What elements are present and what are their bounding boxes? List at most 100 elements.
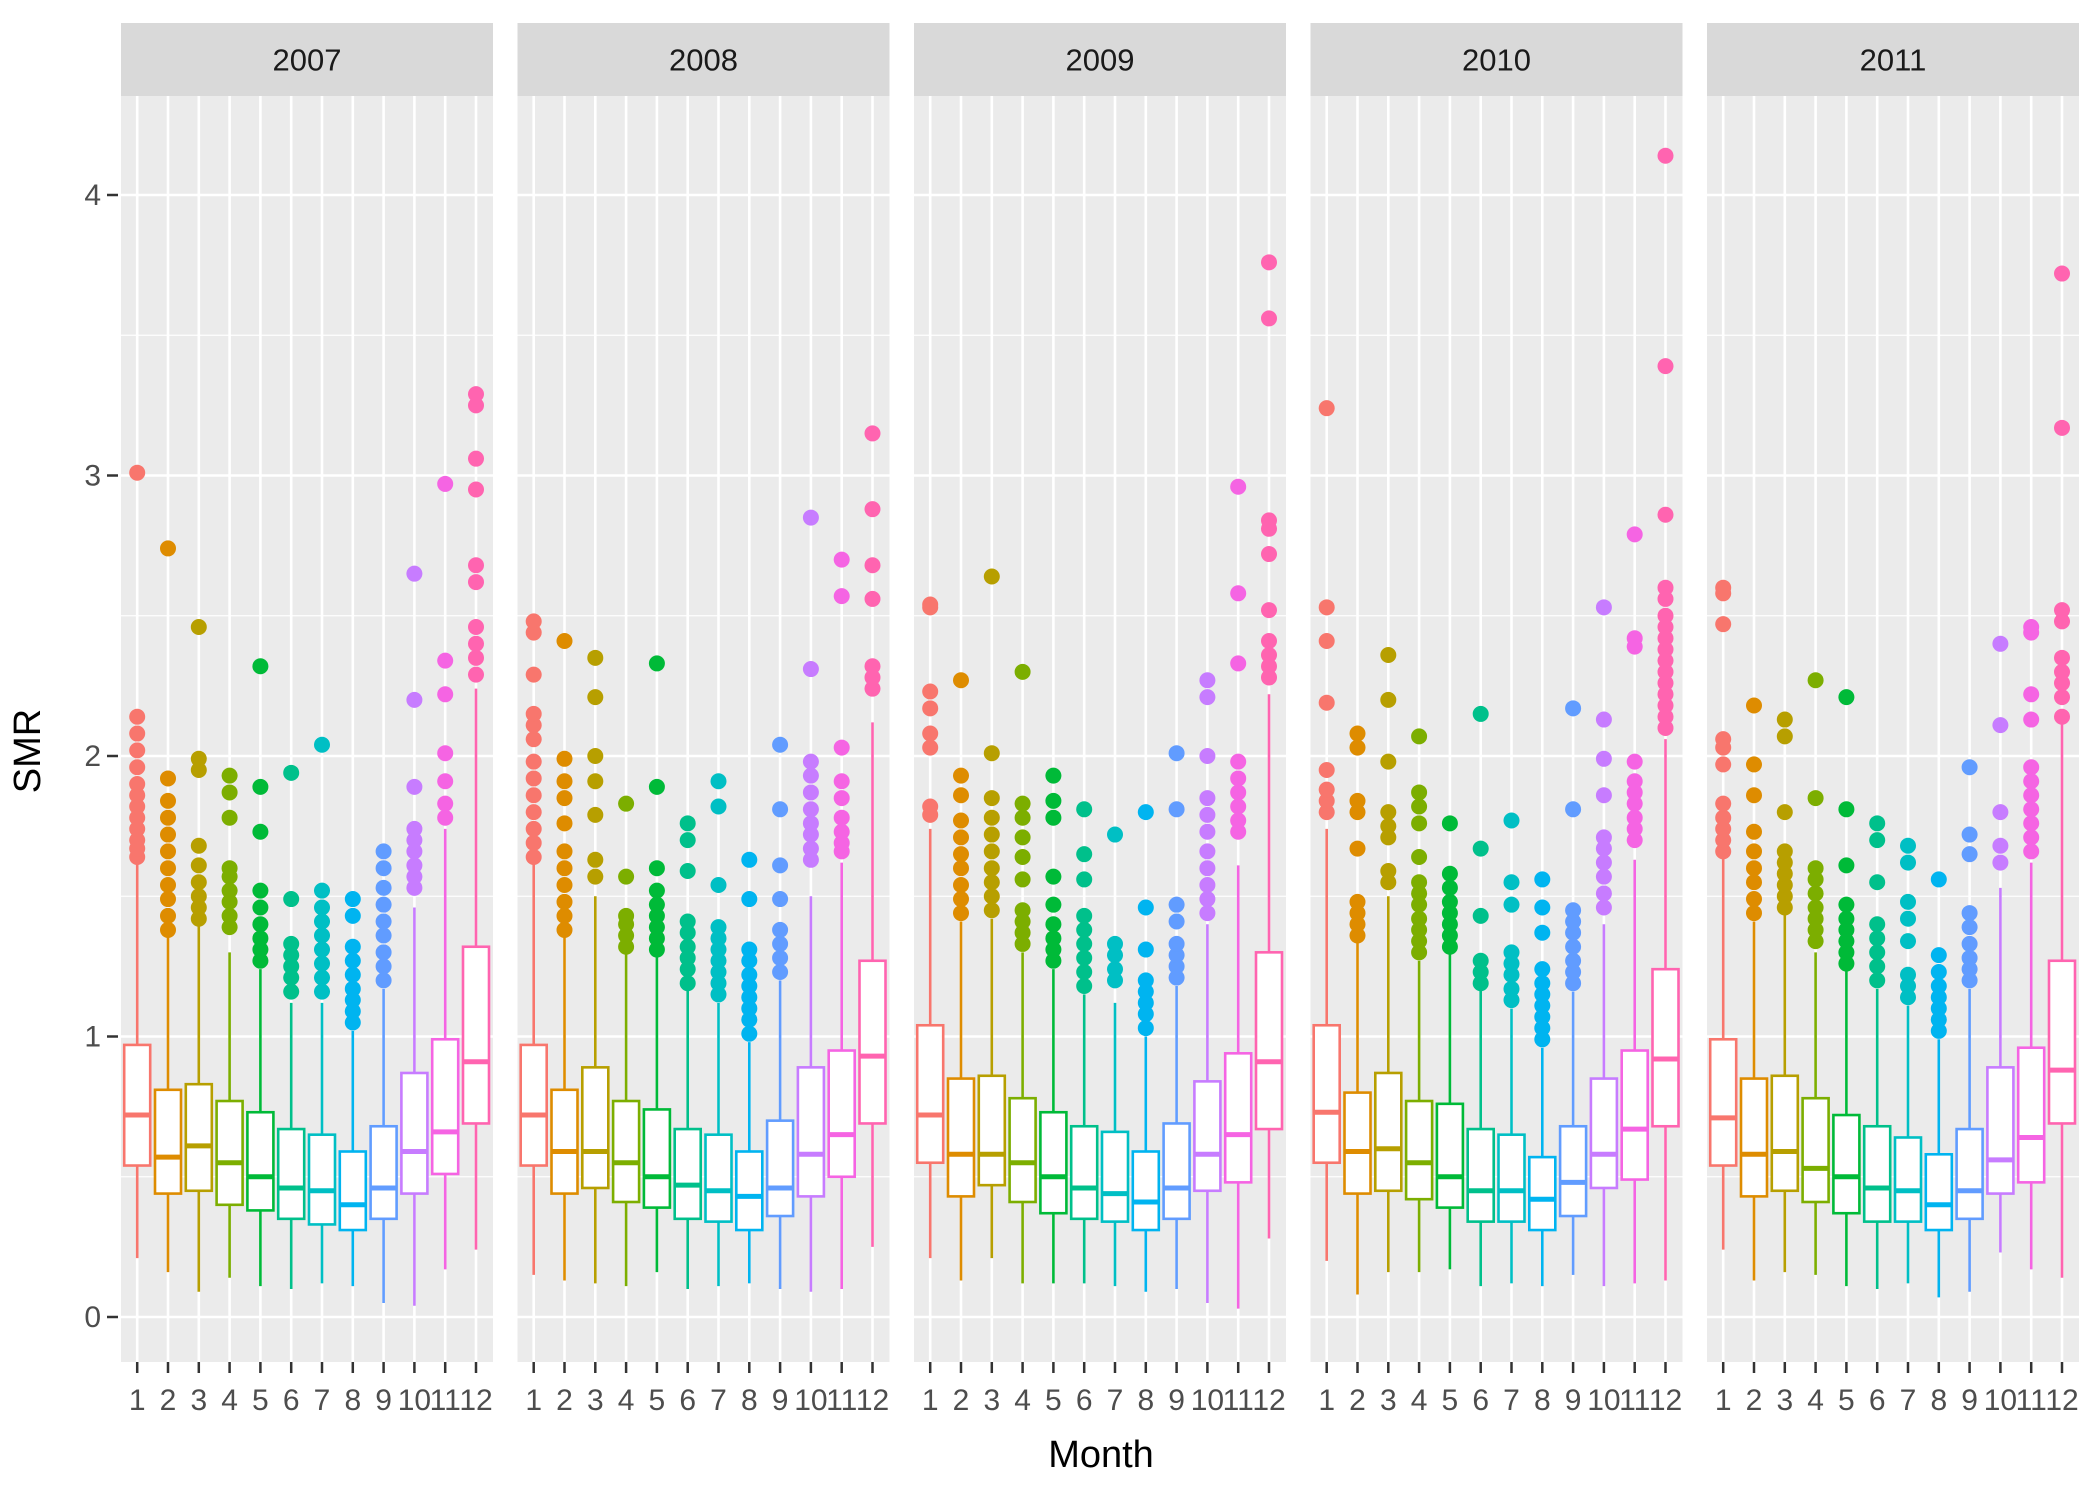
outlier-point <box>1534 975 1551 992</box>
outlier-point <box>1230 753 1247 770</box>
outlier-point <box>283 947 300 964</box>
x-tick-label: 1 <box>129 1384 146 1417</box>
boxplot-month-4 <box>1404 728 1434 1273</box>
outlier-point <box>525 666 542 683</box>
outlier-point <box>406 879 423 896</box>
outlier-point <box>1503 944 1520 961</box>
outlier-point <box>1380 804 1397 821</box>
outlier-point <box>802 815 819 832</box>
outlier-point <box>1961 972 1978 989</box>
outlier-point <box>283 764 300 781</box>
outlier-point <box>129 820 146 837</box>
outlier-point <box>983 745 1000 762</box>
outlier-point <box>252 916 269 933</box>
outlier-point <box>802 851 819 868</box>
outlier-point <box>252 778 269 795</box>
outlier-point <box>1045 916 1062 933</box>
outlier-point <box>741 851 758 868</box>
box-iqr <box>946 1077 976 1198</box>
outlier-point <box>406 778 423 795</box>
outlier-point <box>1900 910 1916 927</box>
outlier-point <box>1930 963 1947 980</box>
outlier-point <box>1349 792 1366 809</box>
outlier-point <box>618 907 635 924</box>
outlier-point <box>833 790 850 807</box>
outlier-point <box>741 1025 758 1042</box>
outlier-point <box>375 879 392 896</box>
box-iqr <box>184 1082 214 1193</box>
outlier-point <box>2023 618 2040 635</box>
outlier-point <box>1411 944 1428 961</box>
box-iqr <box>369 1124 398 1221</box>
outlier-point <box>221 860 238 877</box>
outlier-point <box>587 649 604 666</box>
outlier-point <box>2054 265 2070 282</box>
outlier-point <box>1168 969 1185 986</box>
box-iqr <box>1008 1096 1037 1204</box>
outlier-point <box>1199 790 1216 807</box>
outlier-point <box>1472 705 1489 722</box>
outlier-point <box>129 464 146 481</box>
boxplot-month-4 <box>611 795 641 1287</box>
outlier-point <box>1199 748 1216 764</box>
outlier-point <box>406 820 423 837</box>
outlier-point <box>1626 753 1643 770</box>
outlier-point <box>1318 804 1335 821</box>
outlier-point <box>375 972 392 989</box>
outlier-point <box>1869 832 1886 849</box>
x-tick-label: 11 <box>826 1384 857 1417</box>
outlier-point <box>1715 756 1732 773</box>
outlier-point <box>741 989 758 1006</box>
outlier-point <box>710 798 727 815</box>
outlier-point <box>1076 963 1093 980</box>
outlier-point <box>953 891 969 908</box>
outlier-point <box>1869 958 1886 975</box>
outlier-point <box>1657 618 1674 635</box>
outlier-point <box>741 952 758 969</box>
boxplot-month-6 <box>1069 801 1099 1284</box>
outlier-point <box>406 843 423 860</box>
outlier-point <box>1595 829 1612 846</box>
outlier-point <box>556 893 573 910</box>
outlier-point <box>983 902 1000 919</box>
outlier-point <box>1137 941 1154 958</box>
outlier-point <box>1411 896 1428 913</box>
outlier-point <box>556 843 573 860</box>
outlier-point <box>587 748 604 764</box>
boxplot-month-10 <box>400 565 429 1306</box>
outlier-point <box>1107 947 1123 964</box>
outlier-point <box>556 815 573 832</box>
outlier-point <box>252 823 269 840</box>
outlier-point <box>1626 526 1643 543</box>
outlier-point <box>1199 823 1216 840</box>
outlier-point <box>1137 983 1154 1000</box>
box-iqr <box>1528 1155 1557 1232</box>
outlier-point <box>953 877 969 894</box>
boxplot-month-4 <box>1801 672 1830 1275</box>
outlier-point <box>1595 599 1612 616</box>
facet-strip-label: 2007 <box>273 43 342 78</box>
outlier-point <box>983 790 1000 807</box>
x-tick-label: 6 <box>1076 1384 1093 1417</box>
outlier-point <box>648 930 665 947</box>
outlier-point <box>344 1003 361 1020</box>
box-iqr <box>796 1066 826 1198</box>
outlier-point <box>2054 613 2070 630</box>
boxplot-month-5 <box>642 655 672 1273</box>
outlier-point <box>1472 840 1489 857</box>
outlier-point <box>1961 949 1978 966</box>
outlier-point <box>129 742 146 759</box>
outlier-point <box>1657 579 1674 596</box>
facet-strip-label: 2011 <box>1860 43 1927 78</box>
box-iqr <box>915 1023 945 1165</box>
outlier-point <box>1014 848 1031 865</box>
x-tick-label: 7 <box>1503 1384 1520 1417</box>
outlier-point <box>1349 739 1366 756</box>
outlier-point <box>1626 832 1643 849</box>
outlier-point <box>283 958 300 975</box>
outlier-point <box>160 809 176 826</box>
boxplot-month-3 <box>977 568 1007 1259</box>
boxplot-month-1 <box>915 596 945 1259</box>
outlier-point <box>1838 910 1855 927</box>
